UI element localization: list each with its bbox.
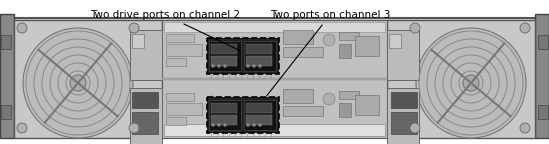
Bar [387,88,419,144]
Bar [244,41,276,71]
Circle shape [211,124,215,126]
Bar [0,14,14,138]
Bar [14,20,162,138]
Bar [211,115,237,125]
Circle shape [23,28,133,138]
Circle shape [253,65,255,68]
Bar [8,18,541,136]
Bar [164,22,385,32]
Text: Two ports on channel 3: Two ports on channel 3 [267,10,390,96]
Bar [355,36,379,56]
Bar [1,105,11,119]
Bar [164,124,385,136]
Circle shape [207,37,217,47]
Bar [283,30,313,44]
Bar [387,20,535,138]
Circle shape [207,96,217,106]
Bar [246,103,272,113]
Bar [391,92,417,108]
Bar [132,92,158,108]
Bar [391,112,417,134]
Bar [246,115,272,125]
Bar [166,117,186,125]
Bar [166,34,194,42]
Bar [130,30,162,80]
Bar [283,47,323,57]
Bar [162,20,387,138]
Bar [211,44,237,54]
Bar [339,44,351,58]
Circle shape [70,75,86,91]
Circle shape [259,124,261,126]
Bar [538,35,548,49]
Circle shape [323,93,335,105]
Bar [209,100,241,130]
Bar [211,56,237,66]
Bar [132,34,144,48]
Circle shape [17,123,27,133]
Bar [244,100,276,130]
Bar [166,44,202,56]
Bar [339,103,351,117]
Bar [283,89,313,103]
Bar [339,32,359,40]
Circle shape [323,34,335,46]
Circle shape [129,123,139,133]
Circle shape [253,124,255,126]
Circle shape [211,65,215,68]
Bar [389,34,401,48]
Bar [246,44,272,54]
Bar [207,97,279,133]
Circle shape [247,65,249,68]
Text: Two drive ports on channel 2: Two drive ports on channel 2 [90,10,240,51]
Bar [162,78,387,80]
Bar [246,56,272,66]
Circle shape [520,123,530,133]
Bar [166,58,186,66]
Bar [339,91,359,99]
Circle shape [416,28,526,138]
Bar [132,112,158,134]
Circle shape [223,65,227,68]
Circle shape [17,23,27,33]
Bar [1,35,11,49]
Bar [283,106,323,116]
Circle shape [410,123,420,133]
Circle shape [217,65,221,68]
Circle shape [520,23,530,33]
Circle shape [463,75,479,91]
Bar [207,38,279,74]
Bar [387,30,419,80]
Circle shape [223,124,227,126]
Bar [166,93,194,101]
Bar [538,105,548,119]
Circle shape [217,124,221,126]
Bar [355,95,379,115]
Bar [535,14,549,138]
Circle shape [247,124,249,126]
Bar [130,88,162,144]
Bar [166,103,202,115]
Circle shape [129,23,139,33]
Circle shape [259,65,261,68]
Circle shape [410,23,420,33]
Bar [209,41,241,71]
Bar [211,103,237,113]
